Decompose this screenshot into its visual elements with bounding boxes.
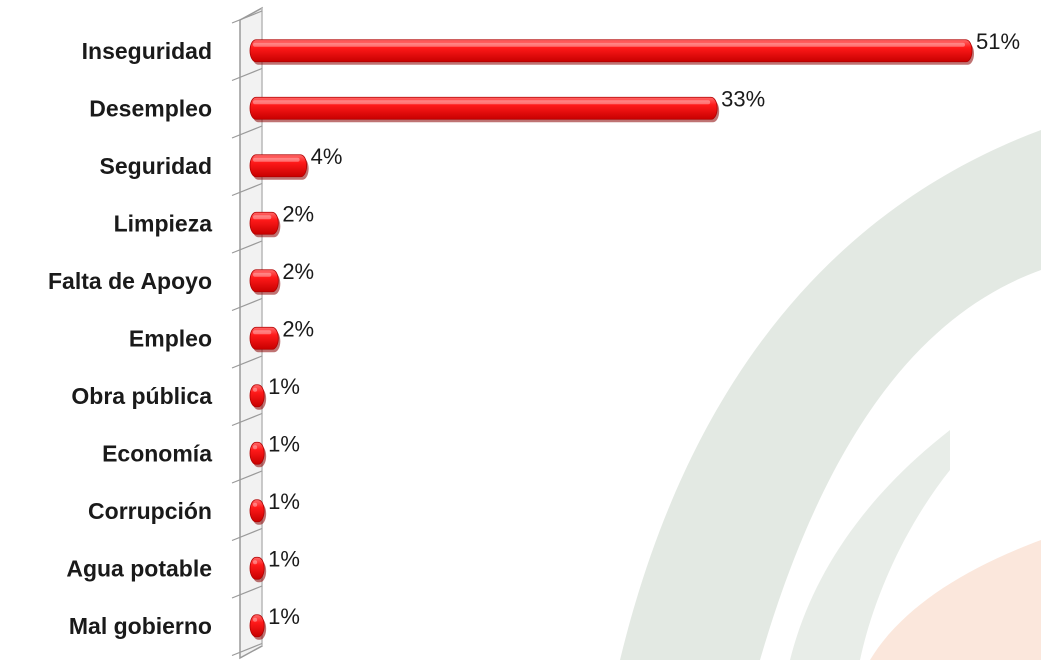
value-label: 1%: [268, 546, 300, 571]
value-label: 2%: [282, 316, 314, 341]
value-label: 1%: [268, 489, 300, 514]
bar-highlight: [253, 617, 258, 622]
bar-highlight: [253, 272, 272, 277]
category-label: Desempleo: [89, 95, 212, 121]
bar-body: [249, 96, 718, 120]
category-label: Mal gobierno: [69, 613, 212, 639]
bar-highlight: [253, 157, 300, 162]
bar-body: [249, 614, 265, 638]
bar-body: [249, 154, 308, 178]
bar: [249, 441, 267, 468]
bar-highlight: [253, 445, 258, 450]
bar: [249, 39, 974, 65]
category-label: Economía: [102, 440, 212, 466]
bar: [249, 154, 309, 180]
bar: [249, 614, 267, 640]
bar-highlight: [253, 560, 258, 565]
value-label: 51%: [976, 29, 1020, 54]
bar-body: [249, 211, 279, 235]
bar: [249, 326, 281, 353]
bar: [249, 499, 267, 525]
axis-tick: [231, 125, 263, 139]
bar: [249, 96, 720, 123]
category-label: Inseguridad: [82, 38, 212, 64]
bar: [249, 556, 267, 583]
bar-body: [249, 499, 265, 523]
value-label: 4%: [311, 144, 343, 169]
bar-body: [249, 556, 265, 580]
bar-highlight: [253, 387, 258, 392]
axis-tick: [231, 527, 263, 542]
value-label: 33%: [721, 86, 765, 111]
category-label: Obra pública: [71, 383, 212, 409]
axis-tick: [231, 642, 263, 657]
axis-tick: [231, 355, 263, 369]
category-label: Falta de Apoyo: [48, 268, 212, 294]
axis-tick: [231, 10, 263, 24]
value-label: 2%: [282, 201, 314, 226]
category-label: Agua potable: [66, 555, 212, 581]
bar-body: [249, 269, 279, 293]
bar-highlight: [253, 215, 272, 220]
value-label: 2%: [282, 259, 314, 284]
axis-tick: [231, 412, 263, 427]
value-label: 1%: [268, 604, 300, 629]
axis-tick: [231, 240, 263, 254]
bar-highlight: [253, 330, 272, 335]
category-label: Corrupción: [88, 498, 212, 524]
category-label: Limpieza: [114, 210, 213, 236]
axis-tick: [231, 585, 263, 599]
bar-body: [249, 441, 265, 465]
bar: [249, 211, 281, 238]
bar: [249, 384, 267, 410]
axis-tick: [231, 67, 263, 82]
value-label: 1%: [268, 431, 300, 456]
value-label: 1%: [268, 374, 300, 399]
bar-highlight: [253, 100, 711, 105]
bar-body: [249, 39, 973, 63]
axis-tick: [231, 297, 263, 312]
watermark-logo: [620, 130, 1041, 660]
bar: [249, 269, 281, 295]
category-label: Empleo: [129, 325, 212, 351]
bar-body: [249, 384, 265, 408]
bar-highlight: [253, 42, 965, 47]
bar-body: [249, 326, 279, 350]
bar-highlight: [253, 502, 258, 507]
category-label: Seguridad: [100, 153, 212, 179]
axis-tick: [231, 182, 263, 197]
axis-tick: [231, 470, 263, 484]
